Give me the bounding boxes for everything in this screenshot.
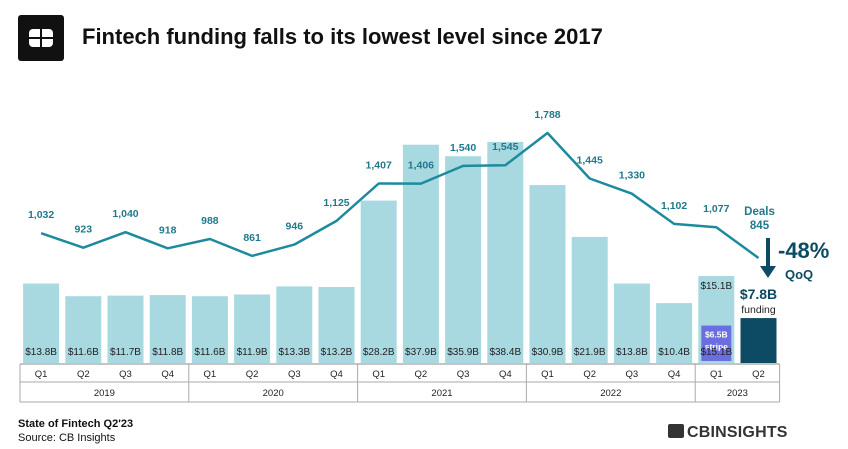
funding-bar	[234, 294, 271, 363]
quarter-tick-label: Q1	[35, 369, 48, 380]
quarter-tick-label: Q1	[710, 369, 723, 380]
quarter-tick-label: Q3	[457, 369, 470, 380]
quarter-tick-label: Q2	[246, 369, 259, 380]
qoq-change-label: QoQ	[785, 267, 813, 282]
deals-value-label: 1,445	[577, 154, 603, 166]
latest-funding-value: $7.8B	[740, 286, 777, 302]
deals-value-label: 1,077	[703, 203, 729, 215]
bar-value-label: $11.9B	[237, 347, 268, 358]
funding-bar	[529, 185, 566, 363]
qoq-change-value: -48%	[778, 238, 829, 263]
deals-value-label: 1,032	[28, 209, 54, 221]
quarter-tick-label: Q2	[77, 369, 90, 380]
bar-value-label: $11.6B	[194, 347, 225, 358]
bar-value-label: $13.8B	[616, 347, 648, 358]
funding-bar	[318, 286, 355, 363]
deals-value-label: 1,406	[408, 160, 434, 172]
year-tick-label: 2022	[600, 388, 621, 399]
deals-value-label: 1,545	[492, 141, 518, 153]
deals-value-label: 845	[750, 220, 770, 232]
deals-value-label: 923	[75, 224, 93, 236]
deals-value-label: 988	[201, 215, 219, 227]
quarter-tick-label: Q4	[668, 369, 681, 380]
quarter-tick-label: Q4	[499, 369, 512, 380]
down-arrow-icon	[760, 266, 776, 278]
deals-series-name: Deals	[744, 206, 775, 218]
funding-bar	[23, 283, 60, 363]
bar-value-label: $13.3B	[278, 347, 310, 358]
stripe-name-label: stripe	[705, 342, 728, 352]
page-title: Fintech funding falls to its lowest leve…	[82, 24, 603, 49]
deals-line	[40, 131, 760, 260]
funding-bar	[402, 144, 439, 363]
bar-value-label: $11.7B	[110, 347, 141, 358]
year-tick-label: 2020	[263, 388, 284, 399]
deals-value-label: 1,040	[112, 208, 138, 220]
cb-insights-logo-icon	[18, 15, 64, 61]
bar-value-label: $13.2B	[321, 347, 353, 358]
funding-bar	[107, 295, 144, 363]
funding-bar	[276, 286, 313, 363]
funding-bar	[571, 236, 608, 363]
funding-bar	[445, 156, 482, 363]
brand-wordmark: CBINSIGHTS	[668, 424, 788, 442]
year-tick-label: 2021	[431, 388, 452, 399]
funding-bar	[740, 318, 777, 363]
deals-value-label: 1,330	[619, 170, 645, 182]
bar-value-label: $28.2B	[363, 347, 395, 358]
funding-bar	[656, 303, 693, 363]
quarter-tick-label: Q2	[415, 369, 428, 380]
bar-value-label: $21.9B	[574, 347, 606, 358]
quarter-tick-label: Q2	[583, 369, 596, 380]
quarter-tick-label: Q3	[119, 369, 132, 380]
bar-value-label: $15.1B	[700, 281, 732, 292]
quarter-tick-label: Q2	[752, 369, 765, 380]
funding-bar	[360, 200, 397, 363]
funding-bar	[613, 283, 650, 363]
bar-value-label: $11.6B	[68, 347, 99, 358]
quarter-tick-label: Q3	[288, 369, 301, 380]
deals-value-label: 946	[286, 221, 304, 233]
funding-bar	[65, 296, 102, 363]
source-note: Source: CB Insights	[18, 432, 116, 444]
quarter-tick-label: Q1	[204, 369, 217, 380]
deals-value-label: 918	[159, 224, 177, 236]
deals-value-label: 1,540	[450, 142, 476, 154]
report-name: State of Fintech Q2'23	[18, 418, 134, 430]
bar-value-label: $38.4B	[489, 347, 521, 358]
brand-mark-icon	[668, 424, 684, 438]
funding-bar	[149, 295, 186, 363]
year-tick-label: 2023	[727, 388, 748, 399]
bar-value-label: $10.4B	[658, 347, 690, 358]
latest-funding-label: funding	[741, 304, 776, 316]
quarter-tick-label: Q4	[161, 369, 174, 380]
deals-value-label: 1,407	[366, 160, 392, 172]
bar-value-label: $35.9B	[447, 347, 479, 358]
quarter-tick-label: Q3	[626, 369, 639, 380]
funding-bar	[191, 296, 228, 363]
stripe-value-label: $6.5B	[705, 330, 728, 340]
bar-value-label: $11.8B	[152, 347, 183, 358]
bar-value-label: $37.9B	[405, 347, 437, 358]
funding-bar	[487, 141, 524, 363]
quarter-tick-label: Q1	[372, 369, 385, 380]
quarter-tick-label: Q1	[541, 369, 554, 380]
bar-value-label: $15.1B	[700, 347, 732, 358]
stripe-segment	[701, 325, 732, 361]
bar-value-label: $30.9B	[532, 347, 564, 358]
quarter-tick-label: Q4	[330, 369, 343, 380]
bar-value-label: $13.8B	[25, 347, 57, 358]
brand-text: CBINSIGHTS	[687, 424, 788, 441]
deals-value-label: 1,102	[661, 200, 687, 212]
deals-value-label: 1,788	[534, 109, 560, 121]
deals-value-label: 861	[243, 232, 261, 244]
deals-value-label: 1,125	[323, 197, 349, 209]
year-tick-label: 2019	[94, 388, 115, 399]
